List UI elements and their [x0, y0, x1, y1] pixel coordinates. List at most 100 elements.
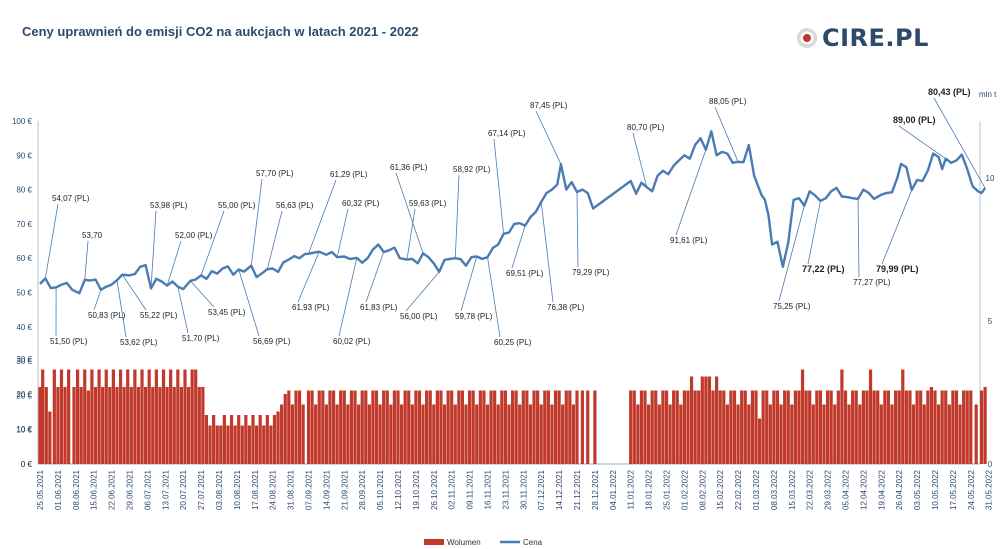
volume-bar [654, 390, 658, 464]
volume-bar [546, 390, 550, 464]
volume-bar [693, 390, 697, 464]
price-annotation-label: 56,69 (PL) [253, 337, 291, 346]
y-volume-scale-tick-label: 0 € [21, 460, 33, 469]
cire-logo: CIRE.PL [796, 22, 929, 54]
volume-bar [929, 387, 934, 464]
annotation-leader-line [511, 225, 526, 269]
volume-bar [843, 390, 848, 464]
price-annotation-label: 77,22 (PL) [802, 264, 845, 274]
annotation-leader-line [898, 125, 946, 160]
annotation-leader-line [44, 203, 59, 279]
volume-bar [586, 390, 590, 464]
x-tick-label: 22.02.2022 [734, 469, 743, 510]
volume-bar [514, 390, 518, 464]
volume-bar [67, 369, 71, 464]
x-tick-label: 22.03.2022 [806, 469, 815, 510]
volume-bar [280, 404, 284, 464]
annotation-leader-line [150, 210, 157, 289]
x-tick-label: 10.08.2021 [233, 469, 242, 510]
annotation-leader-line [116, 280, 127, 338]
x-tick-label: 25.01.2022 [663, 469, 672, 510]
price-line-group [39, 130, 987, 295]
volume-bar [689, 376, 694, 464]
volume-bar [643, 390, 647, 464]
x-tick-label: 29.03.2022 [824, 469, 833, 510]
price-annotation-label: 79,99 (PL) [876, 264, 919, 274]
volume-bar [500, 390, 504, 464]
volume-bar [661, 390, 665, 464]
volume-bar [911, 404, 916, 464]
x-tick-label: 01.06.2021 [54, 469, 63, 510]
volume-bar [118, 369, 123, 464]
volume-bar [940, 390, 944, 464]
volume-bar [761, 390, 765, 464]
volume-bar [826, 390, 830, 464]
volume-bar [876, 390, 880, 464]
volume-bar [969, 390, 973, 464]
x-tick-label: 19.10.2021 [412, 469, 421, 510]
volume-bar [190, 369, 194, 464]
volume-bar [460, 390, 465, 464]
volume-bar [775, 390, 780, 464]
volume-bar [528, 404, 533, 464]
volume-bar [169, 369, 173, 464]
volume-bar [700, 376, 704, 464]
y-price-tick-label: 10 € [16, 426, 32, 435]
volume-bar [718, 390, 722, 464]
volume-bar [754, 390, 758, 464]
volume-bar [403, 390, 407, 464]
volume-bar [822, 404, 826, 464]
price-annotation-label: 61,93 (PL) [292, 303, 330, 312]
volume-bar [111, 369, 115, 464]
y-price-tick-label: 50 € [16, 289, 32, 298]
volume-bar [936, 404, 941, 464]
x-tick-label: 31.05.2022 [985, 469, 994, 510]
volume-bar [729, 390, 733, 464]
volume-bar [314, 404, 318, 464]
volume-bar [378, 404, 382, 464]
y-price-tick-label: 40 € [16, 323, 32, 332]
annotation-leader-line [632, 132, 648, 188]
price-annotation-label: 53,45 (PL) [208, 308, 246, 317]
volume-bar [204, 415, 209, 464]
cire-logo-text: CIRE.PL [822, 24, 929, 52]
volume-bar [371, 390, 375, 464]
x-tick-label: 08.06.2021 [72, 469, 81, 510]
volume-bar [894, 390, 898, 464]
annotation-leader-line [336, 208, 349, 258]
volume-bar [493, 390, 497, 464]
x-tick-label: 05.04.2022 [842, 469, 851, 510]
volume-bar [115, 387, 119, 464]
annotation-leader-line [857, 198, 860, 278]
annotation-leader-line [395, 172, 424, 254]
x-tick-label: 01.02.2022 [680, 469, 689, 510]
volume-bar [790, 404, 794, 464]
volume-bar [86, 390, 90, 464]
volume-bar [815, 390, 819, 464]
volume-bar [510, 390, 515, 464]
volume-bar [947, 404, 951, 464]
x-tick-label: 24.05.2022 [967, 469, 976, 510]
volume-bar [136, 387, 141, 464]
volume-bar [974, 404, 978, 464]
volume-bar [757, 418, 762, 464]
volume-bar [269, 425, 273, 464]
price-annotation-label: 59,63 (PL) [409, 199, 447, 208]
y-price-tick-label: 90 € [16, 151, 32, 160]
x-tick-label: 23.11.2021 [501, 469, 510, 509]
volume-bar [392, 390, 397, 464]
volume-bar [450, 390, 454, 464]
x-tick-label: 08.02.2022 [698, 469, 707, 510]
x-tick-label: 16.11.2021 [484, 469, 493, 509]
price-annotation-label: 60,25 (PL) [494, 338, 532, 347]
volume-bar [471, 390, 475, 464]
price-annotation-label: 54,07 (PL) [52, 194, 90, 203]
x-tick-label: 11.01.2022 [627, 469, 636, 509]
volume-bar [439, 390, 443, 464]
price-annotation-label: 89,00 (PL) [893, 115, 936, 125]
volume-bar [539, 404, 543, 464]
volume-bar [144, 387, 148, 464]
price-annotation-label: 61,83 (PL) [360, 303, 398, 312]
volume-bar [276, 411, 280, 464]
price-annotation-label: 53,98 (PL) [150, 201, 188, 210]
